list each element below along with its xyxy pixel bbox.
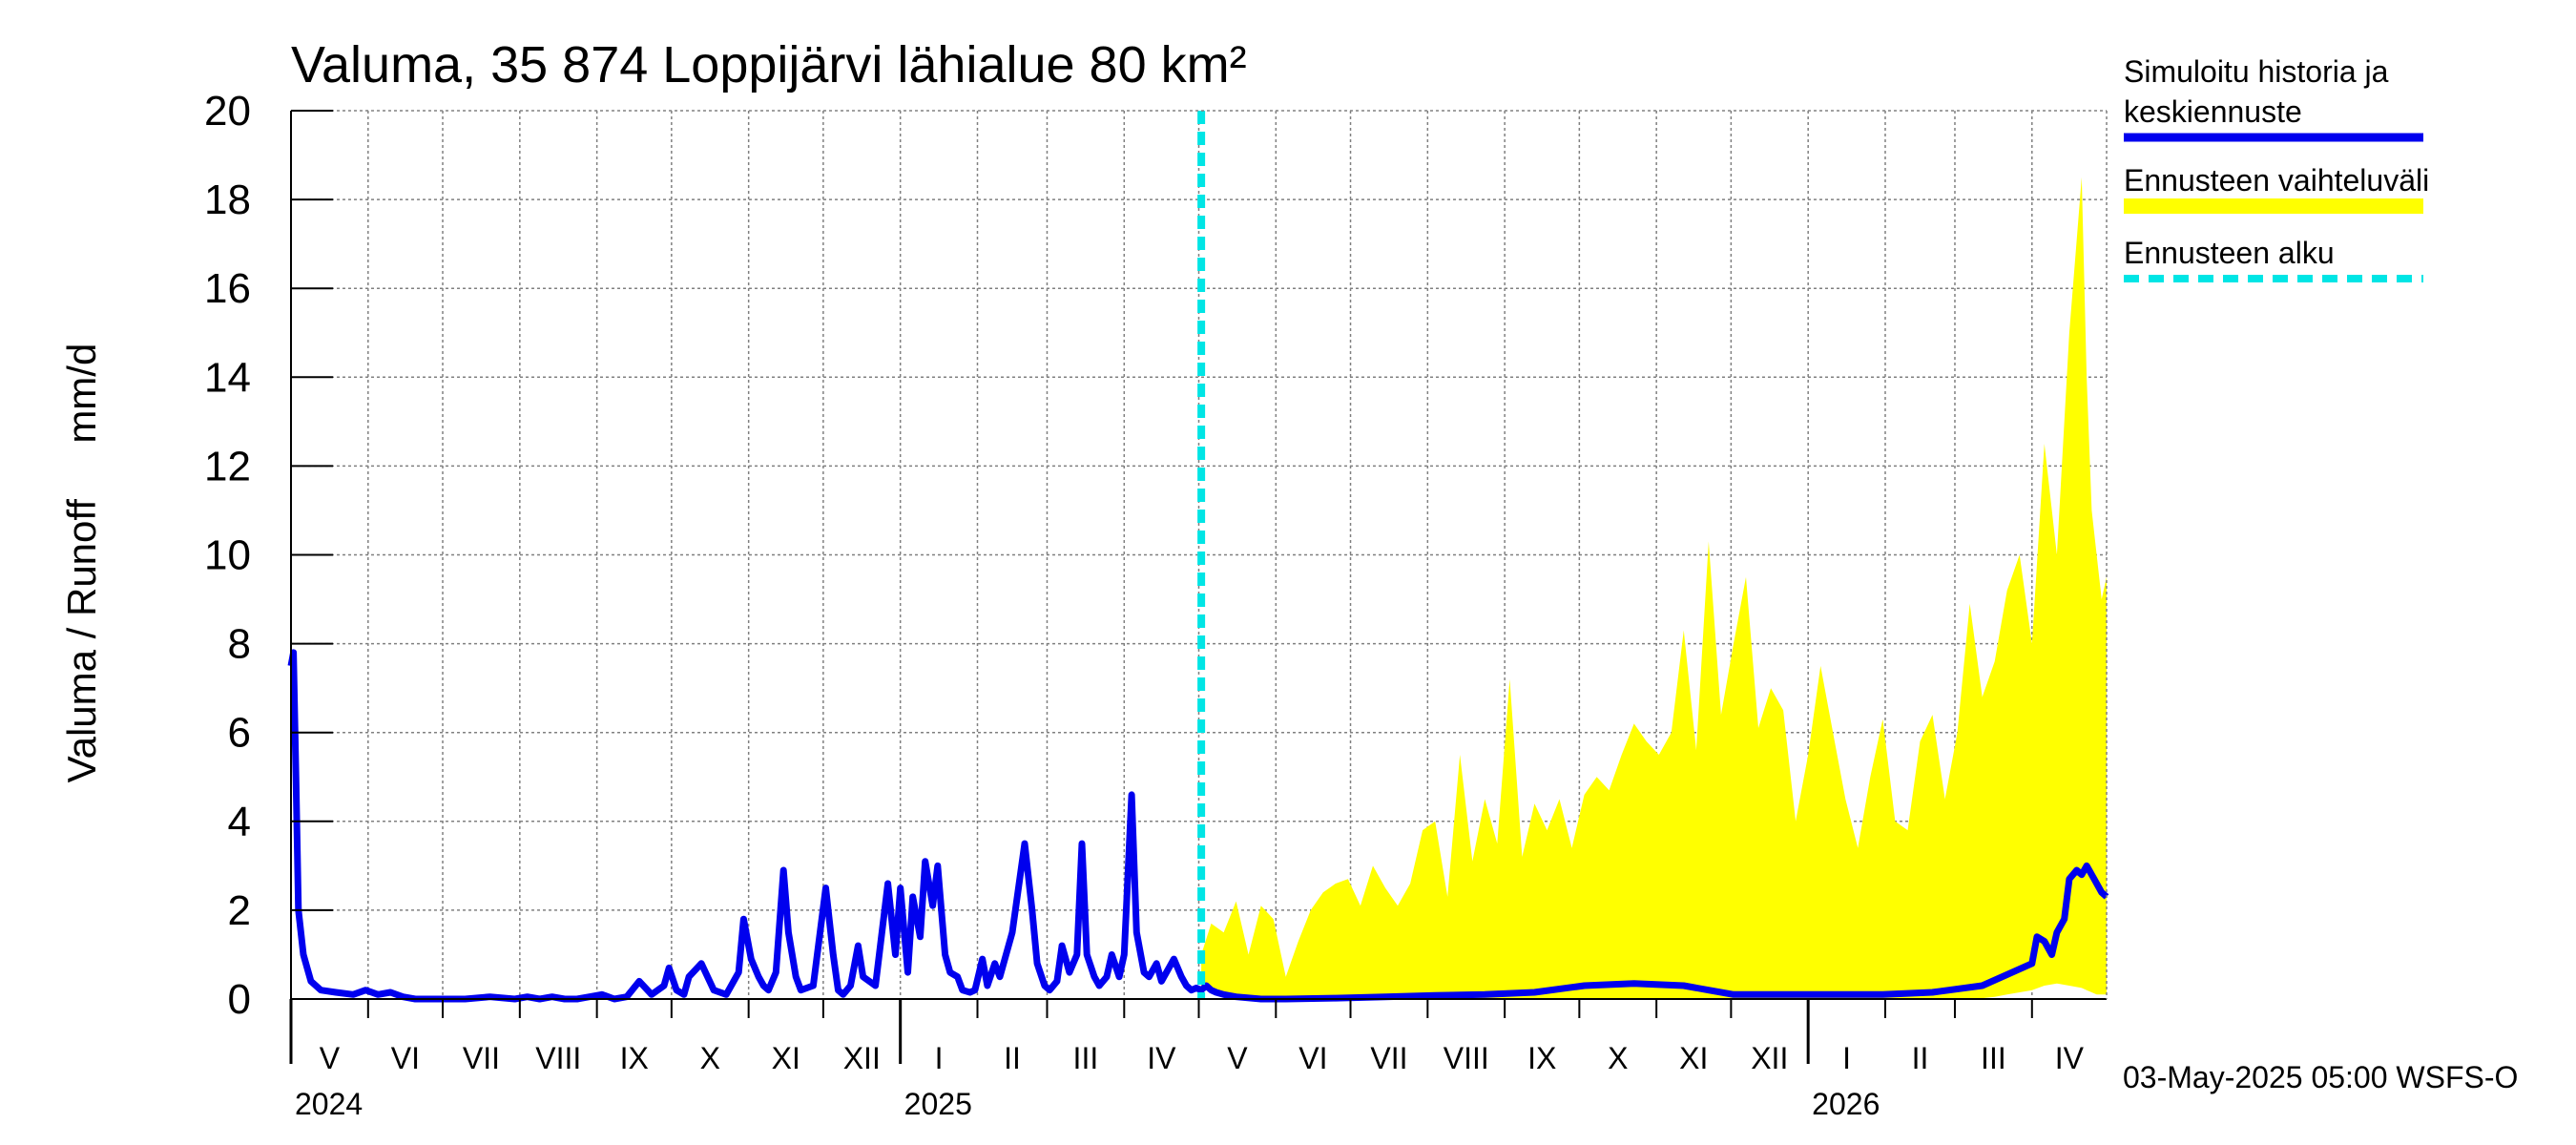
- x-month-label: IX: [620, 1041, 649, 1075]
- y-tick-label: 10: [204, 532, 251, 579]
- y-axis-label: Valuma / Runoff mm/d: [59, 344, 104, 783]
- x-month-label: IV: [2055, 1041, 2085, 1075]
- y-tick-label: 16: [204, 265, 251, 312]
- x-month-label: IX: [1527, 1041, 1556, 1075]
- legend-forecast-start-label: Ennusteen alku: [2124, 236, 2335, 270]
- x-month-label: II: [1004, 1041, 1021, 1075]
- history-line: [287, 649, 2109, 1003]
- x-month-label: IV: [1147, 1041, 1176, 1075]
- x-month-label: XII: [843, 1041, 881, 1075]
- legend-band-label: Ennusteen vaihteluväli: [2124, 163, 2429, 198]
- x-month-label: I: [935, 1041, 944, 1075]
- footer-timestamp: 03-May-2025 05:00 WSFS-O: [2123, 1060, 2518, 1094]
- forecast-range-area: [1201, 177, 2107, 1000]
- x-month-label: VII: [463, 1041, 500, 1075]
- x-month-label: I: [1842, 1041, 1851, 1075]
- x-month-label: X: [1608, 1041, 1628, 1075]
- x-month-label: VI: [391, 1041, 420, 1075]
- x-month-label: III: [1981, 1041, 2006, 1075]
- legend-history-label: Simuloitu historia ja keskiennuste: [2124, 54, 2397, 129]
- y-axis: 0 2 4 6 8 10 12 14 16 18 20: [204, 88, 333, 1023]
- x-month-label: VIII: [1444, 1041, 1489, 1075]
- y-tick-label: 20: [204, 88, 251, 135]
- forecast-range-band: [1201, 177, 2107, 1000]
- x-month-label: V: [320, 1041, 341, 1075]
- x-year-label: 2025: [904, 1087, 972, 1121]
- y-tick-label: 14: [204, 354, 251, 401]
- x-month-label: VIII: [535, 1041, 581, 1075]
- x-month-label: X: [700, 1041, 720, 1075]
- y-tick-label: 0: [228, 976, 251, 1023]
- y-tick-label: 2: [228, 887, 251, 934]
- x-month-label: XI: [1679, 1041, 1708, 1075]
- x-month-label: III: [1073, 1041, 1099, 1075]
- x-month-label: XI: [772, 1041, 800, 1075]
- chart-title: Valuma, 35 874 Loppijärvi lähialue 80 km…: [291, 36, 1247, 94]
- legend-history-line2: keskiennuste: [2124, 94, 2302, 129]
- x-month-label: XII: [1751, 1041, 1788, 1075]
- x-month-label: V: [1227, 1041, 1248, 1075]
- history-series: [287, 649, 2109, 1003]
- y-tick-label: 4: [228, 799, 251, 845]
- x-month-label: VI: [1298, 1041, 1327, 1075]
- legend: Simuloitu historia ja keskiennuste Ennus…: [2124, 54, 2429, 282]
- y-tick-label: 18: [204, 177, 251, 223]
- x-month-label: VII: [1370, 1041, 1407, 1075]
- x-year-label: 2024: [295, 1087, 363, 1121]
- x-axis: V VI VII VIII IX X XI XII I II III IV V VI VII VIII IX X X…: [289, 999, 2085, 1121]
- y-tick-label: 8: [228, 621, 251, 668]
- x-year-label: 2026: [1812, 1087, 1880, 1121]
- y-tick-label: 6: [228, 710, 251, 757]
- y-tick-label: 12: [204, 443, 251, 489]
- legend-history-line1: Simuloitu historia ja: [2124, 54, 2389, 89]
- x-month-label: II: [1912, 1041, 1929, 1075]
